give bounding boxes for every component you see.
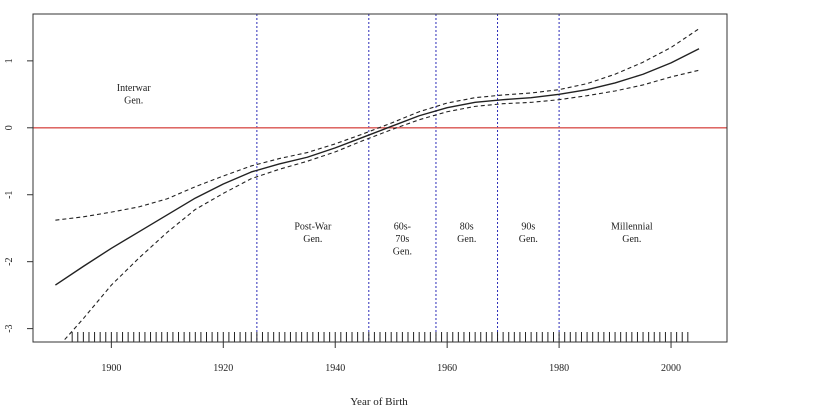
generation-label-line: 70s: [395, 234, 409, 245]
generation-label: 60s-70s Gen.: [393, 222, 412, 258]
generation-label-line: Gen.: [303, 234, 322, 245]
y-tick-label: 0: [4, 125, 15, 130]
x-tick-label: 1900: [101, 363, 121, 374]
x-axis-label: Year of Birth: [350, 396, 408, 408]
y-tick-label: -3: [4, 324, 15, 332]
plot-area: Interwar Gen.Post-War Gen.60s-70s Gen.80s Ge…: [33, 14, 727, 342]
x-tick-label: 1960: [437, 363, 457, 374]
generation-label: 90s Gen.: [519, 222, 538, 246]
x-tick-label: 2000: [661, 363, 681, 374]
generation-label-line: 90s: [521, 222, 535, 233]
generation-label-line: Gen.: [622, 234, 641, 245]
generation-label-line: Gen.: [457, 234, 476, 245]
generation-label: Interwar Gen.: [117, 83, 152, 107]
generation-label-line: Millennial: [611, 222, 653, 233]
estimate-line: [55, 48, 700, 286]
generation-label: Millennial Gen.: [611, 222, 653, 246]
generation-label-line: Gen.: [393, 247, 412, 258]
y-tick-label: -1: [4, 191, 15, 199]
generation-label-line: Gen.: [124, 95, 143, 106]
x-tick-label: 1920: [213, 363, 233, 374]
confidence-band-line-2: [61, 69, 700, 342]
x-tick-label: 1980: [549, 363, 569, 374]
y-tick-label: -2: [4, 258, 15, 266]
axes: 1900 1920 1940 1960 1980 2000 -3 -2 -1 0 1: [4, 58, 681, 374]
generation-label-line: 60s-: [394, 222, 411, 233]
generation-label: Post-War Gen.: [294, 222, 332, 246]
generation-label-line: 80s: [460, 222, 474, 233]
x-tick-label: 1940: [325, 363, 345, 374]
generation-label: 80s Gen.: [457, 222, 476, 246]
generation-label-line: Post-War: [294, 222, 332, 233]
generation-label-line: Interwar: [117, 83, 152, 94]
plot-frame: [32, 13, 728, 343]
y-tick-label: 1: [4, 58, 15, 63]
generation-label-line: Gen.: [519, 234, 538, 245]
confidence-band-line-1: [55, 28, 700, 221]
